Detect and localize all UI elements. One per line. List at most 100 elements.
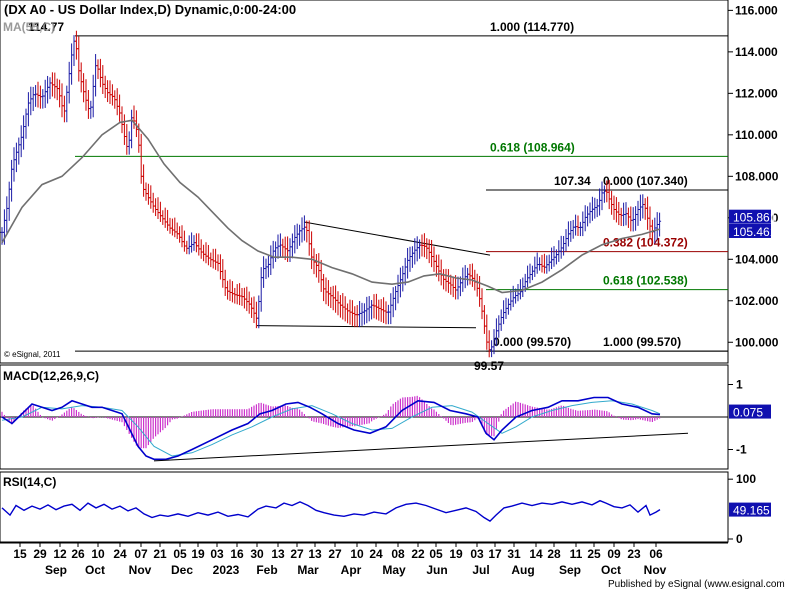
x-day-label: 16 <box>230 547 244 561</box>
price-y-tick-label: 116.000 <box>735 3 778 17</box>
fib-level-label: 1.000 (114.770) <box>490 20 574 34</box>
macd-signal-line <box>1 400 661 457</box>
macd-y-tick-label: 1 <box>736 378 743 392</box>
x-month-label: Sep <box>45 563 67 577</box>
x-month-label: Apr <box>341 563 362 577</box>
rsi-y-tick-label: 100 <box>736 472 756 486</box>
fib-level-label: 0.000 (99.570) <box>493 335 571 349</box>
x-day-label: 27 <box>328 547 342 561</box>
x-day-label: 22 <box>411 547 425 561</box>
x-month-label: Mar <box>297 563 319 577</box>
price-layer: 100.000102.000104.000106.000108.000110.0… <box>0 3 779 373</box>
x-month-label: Jul <box>472 563 489 577</box>
x-day-label: 10 <box>91 547 105 561</box>
x-day-label: 14 <box>529 547 543 561</box>
ma-last-value-label: 105.461 <box>733 225 777 239</box>
x-day-label: 08 <box>391 547 405 561</box>
fib-level-label: 0.618 (102.538) <box>603 274 688 288</box>
x-day-label: 26 <box>71 547 85 561</box>
rsi-y-tick-label: 0 <box>736 532 743 546</box>
x-day-label: 07 <box>134 547 148 561</box>
fib-level-label: 1.000 (99.570) <box>603 335 681 349</box>
price-annotation: 99.57 <box>474 359 504 373</box>
x-day-label: 31 <box>507 547 521 561</box>
x-day-label: 10 <box>350 547 364 561</box>
x-day-label: 25 <box>587 547 601 561</box>
x-day-label: 13 <box>308 547 322 561</box>
macd-last-value-label-box <box>729 404 771 419</box>
axis-layer: 15 29 12 26 10 24 07 21 05 19 03 16 30 13 27 13 27 10 24 08… <box>13 543 667 577</box>
price-last-value-label: 105.861 <box>733 211 777 225</box>
x-day-label: 19 <box>449 547 463 561</box>
macd-line <box>1 396 661 461</box>
ohlc-bar <box>658 212 662 237</box>
x-day-label: 17 <box>488 547 502 561</box>
rsi-layer: 100 0 49.165 <box>1 472 771 546</box>
x-month-label: 2023 <box>213 563 240 577</box>
moving-average-line <box>1 119 661 294</box>
macd-y-tick-label: -1 <box>736 443 747 457</box>
fib-level-label: 0.618 (108.964) <box>490 140 575 154</box>
x-month-label: Feb <box>256 563 277 577</box>
x-day-label: 11 <box>570 547 583 561</box>
chart-title: (DX A0 - US Dollar Index,D) Dynamic,0:00… <box>4 2 296 17</box>
x-day-label: 03 <box>470 547 484 561</box>
ma-last-value-label-box <box>729 223 771 238</box>
macd-last-value-label: 0.075 <box>733 406 763 420</box>
x-day-label: 24 <box>113 547 127 561</box>
price-trendline <box>256 325 477 329</box>
rsi-indicator-label: RSI(14,C) <box>3 475 56 489</box>
x-day-label: 19 <box>191 547 205 561</box>
x-month-label: Oct <box>85 563 105 577</box>
x-day-label: 28 <box>547 547 561 561</box>
x-day-label: 12 <box>53 547 67 561</box>
macd-trendline <box>153 432 689 462</box>
x-day-label: 05 <box>173 547 187 561</box>
price-y-tick-label: 100.000 <box>735 335 779 349</box>
price-y-tick-label: 110.000 <box>735 128 778 142</box>
x-day-label: 15 <box>13 547 27 561</box>
price-y-tick-label: 112.000 <box>735 86 778 100</box>
x-month-label: Aug <box>511 563 534 577</box>
x-day-label: 09 <box>607 547 621 561</box>
x-month-label: Jun <box>426 563 447 577</box>
rsi-last-value-label: 49.165 <box>733 504 770 518</box>
footer-credit: Published by eSignal (www.esignal.com) <box>608 579 785 590</box>
x-day-label: 21 <box>153 547 167 561</box>
instrument-high-label: 114.77 <box>28 20 64 34</box>
price-trendline <box>303 221 491 256</box>
macd-layer: 1 -1 0.075 <box>0 378 771 462</box>
rsi-line <box>1 499 661 522</box>
price-y-tick-label: 104.000 <box>735 252 779 266</box>
x-day-label: 30 <box>250 547 264 561</box>
x-month-label: Nov <box>644 563 667 577</box>
x-day-label: 27 <box>290 547 304 561</box>
x-month-label: Nov <box>129 563 152 577</box>
macd-indicator-label: MACD(12,26,9,C) <box>3 369 99 383</box>
x-month-label: Oct <box>601 563 621 577</box>
x-month-label: Dec <box>171 563 193 577</box>
x-day-label: 24 <box>369 547 383 561</box>
rsi-last-value-label-box <box>729 502 771 517</box>
price-annotation: 107.34 <box>554 174 591 188</box>
x-day-label: 03 <box>210 547 224 561</box>
price-last-value-label-box <box>729 209 771 224</box>
x-day-label: 05 <box>429 547 443 561</box>
x-day-label: 23 <box>627 547 641 561</box>
fib-level-label: 0.000 (107.340) <box>603 174 688 188</box>
x-month-label: Sep <box>559 563 581 577</box>
copyright-label: © eSignal, 2011 <box>4 350 61 359</box>
ma-indicator-label: MA(55,C) <box>3 20 55 34</box>
price-panel-frame <box>0 0 729 364</box>
rsi-panel-frame <box>0 471 729 543</box>
x-day-label: 13 <box>271 547 285 561</box>
price-y-tick-label: 108.000 <box>735 169 779 183</box>
x-day-label: 29 <box>33 547 47 561</box>
price-y-tick-label: 102.000 <box>735 294 779 308</box>
price-y-tick-label: 114.000 <box>735 45 778 59</box>
x-day-label: 06 <box>649 547 663 561</box>
fib-level-label: 0.382 (104.372) <box>603 236 688 250</box>
x-month-label: May <box>382 563 406 577</box>
